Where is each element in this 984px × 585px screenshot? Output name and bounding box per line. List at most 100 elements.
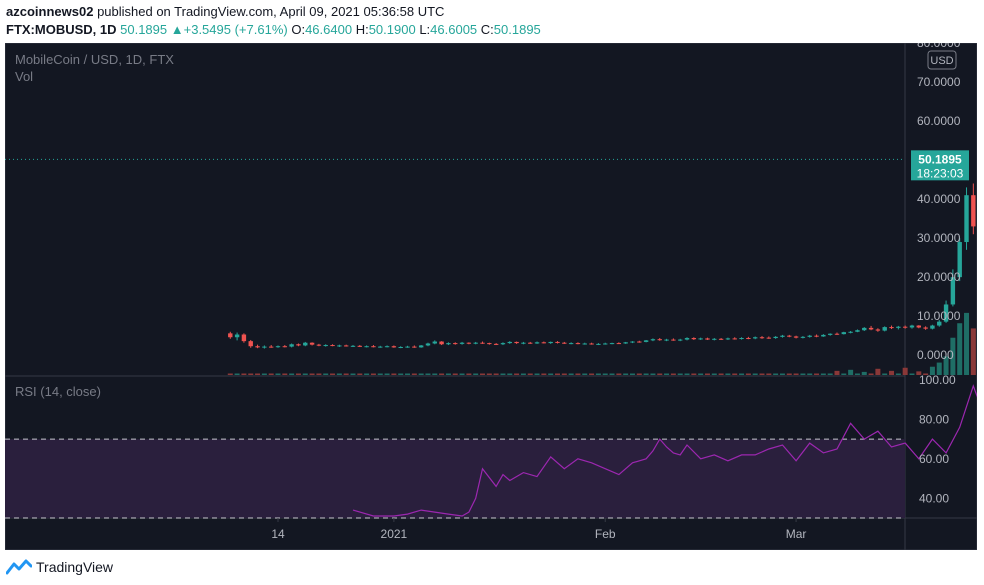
volume-bar xyxy=(561,373,567,375)
volume-bar xyxy=(691,373,697,375)
candle-body xyxy=(582,343,587,345)
volume-bar xyxy=(609,373,615,375)
rsi-band-fill xyxy=(5,439,905,518)
volume-bar xyxy=(500,373,506,375)
candle-body xyxy=(405,346,410,348)
tradingview-logo-icon xyxy=(6,559,32,575)
high-value: 50.1900 xyxy=(368,22,416,37)
volume-bar xyxy=(548,373,554,375)
volume-bar xyxy=(323,373,329,375)
volume-bar xyxy=(916,371,922,375)
candle-body xyxy=(289,344,294,347)
candle-body xyxy=(330,345,335,347)
symbol-label: FTX:MOBUSD, 1D xyxy=(6,22,117,37)
volume-bar xyxy=(295,373,301,375)
volume-bar xyxy=(486,373,492,375)
ohlc-info: FTX:MOBUSD, 1D 50.1895 ▲+3.5495 (+7.61%)… xyxy=(6,22,541,37)
volume-bar xyxy=(623,373,629,375)
volume-bar xyxy=(480,373,486,375)
chart-canvas[interactable]: 0.000010.000020.000030.000040.000050.000… xyxy=(4,36,984,551)
volume-bar xyxy=(875,368,881,375)
candle-body xyxy=(466,342,472,344)
volume-bar xyxy=(582,373,588,375)
candle-body xyxy=(896,326,901,328)
candle-body xyxy=(418,345,424,348)
candle-body xyxy=(568,343,574,345)
volume-bar xyxy=(527,373,533,375)
candle-body xyxy=(705,338,710,340)
volume-bar xyxy=(718,373,724,375)
candle-body xyxy=(650,339,656,341)
candle-body xyxy=(446,343,451,345)
candle-body xyxy=(275,346,281,348)
volume-bar xyxy=(554,373,560,375)
volume-bar xyxy=(650,373,656,375)
candle-body xyxy=(814,335,819,337)
volume-bar xyxy=(950,337,956,375)
candle-body xyxy=(575,343,581,345)
candle-body xyxy=(671,339,676,341)
volume-bar xyxy=(268,373,274,375)
candle-body xyxy=(759,337,765,339)
time-axis[interactable]: 142021FebMarApr18 xyxy=(271,518,977,541)
candle-body xyxy=(664,339,669,341)
up-arrow-icon: ▲ xyxy=(170,22,184,37)
rsi-axis[interactable]: 40.00 60.00 80.00 100.00 xyxy=(919,373,956,505)
candle-body xyxy=(548,341,553,344)
price-tick-label: 60.0000 xyxy=(917,114,961,128)
volume-bar xyxy=(391,373,397,375)
volume-bar xyxy=(766,373,772,375)
volume-bar xyxy=(800,373,806,375)
rsi-tick-label: 60.00 xyxy=(919,452,949,466)
candle-body xyxy=(725,338,731,340)
candle-body xyxy=(391,346,397,348)
candle-body xyxy=(309,342,315,345)
volume-bar xyxy=(711,373,717,375)
volume-bar xyxy=(364,373,370,375)
candle-body xyxy=(821,334,826,337)
currency-badge[interactable] xyxy=(927,50,957,70)
candle-body xyxy=(862,327,867,331)
volume-bar xyxy=(936,362,942,375)
candle-body xyxy=(909,325,915,328)
low-value: 46.6005 xyxy=(430,22,478,37)
currency-badge-label: USD xyxy=(930,55,953,67)
volume-bar xyxy=(868,373,874,375)
close-label: C: xyxy=(480,22,494,37)
volume-bar xyxy=(861,371,867,375)
volume-bar xyxy=(643,373,649,375)
volume-bar xyxy=(704,373,710,375)
volume-bar xyxy=(773,373,779,375)
candle-body xyxy=(739,338,744,340)
candle-body xyxy=(459,342,465,344)
volume-bar xyxy=(357,373,363,375)
volume-bar xyxy=(848,369,854,375)
candle-body xyxy=(493,343,499,345)
volume-bar xyxy=(261,373,267,375)
candle-body xyxy=(657,339,662,341)
candle-body xyxy=(616,343,622,345)
volume-bar xyxy=(827,373,833,375)
volume-bar xyxy=(234,373,240,375)
volume-bar xyxy=(820,373,826,375)
volume-bar xyxy=(330,373,336,375)
candle-body xyxy=(964,195,969,243)
candle-body xyxy=(793,336,799,338)
footer-brand[interactable]: TradingView xyxy=(6,556,113,578)
volume-bar xyxy=(909,373,915,375)
volume-bar xyxy=(411,373,417,375)
volume-bar xyxy=(466,373,472,375)
price-tag-value: 50.1895 xyxy=(918,152,962,166)
candle-body xyxy=(752,337,758,339)
candle-body xyxy=(807,335,812,337)
rsi-legend-label: RSI (14, close) xyxy=(15,384,101,399)
volume-bar xyxy=(664,373,670,375)
chart-container[interactable]: 0.000010.000020.000030.000040.000050.000… xyxy=(4,36,984,551)
volume-bar xyxy=(575,373,581,375)
candle-body xyxy=(262,346,267,348)
candle-body xyxy=(630,341,635,343)
rsi-tick-label: 100.00 xyxy=(919,373,956,387)
volume-bar xyxy=(759,373,765,375)
candle-body xyxy=(637,341,642,343)
price-tag: 50.1895 18:23:03 xyxy=(911,150,969,180)
